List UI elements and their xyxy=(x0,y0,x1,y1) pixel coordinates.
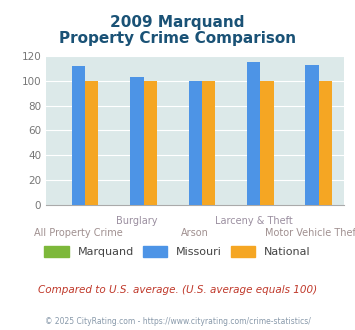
Text: Burglary: Burglary xyxy=(116,216,158,226)
Bar xyxy=(85,81,98,205)
Bar xyxy=(143,81,157,205)
Text: Property Crime Comparison: Property Crime Comparison xyxy=(59,31,296,46)
Text: Arson: Arson xyxy=(181,228,209,238)
Text: All Property Crime: All Property Crime xyxy=(34,228,123,238)
Bar xyxy=(189,81,202,205)
Bar xyxy=(247,62,261,205)
Bar xyxy=(72,66,85,205)
Text: Compared to U.S. average. (U.S. average equals 100): Compared to U.S. average. (U.S. average … xyxy=(38,285,317,295)
Legend: Marquand, Missouri, National: Marquand, Missouri, National xyxy=(40,242,315,261)
Text: Motor Vehicle Theft: Motor Vehicle Theft xyxy=(265,228,355,238)
Text: © 2025 CityRating.com - https://www.cityrating.com/crime-statistics/: © 2025 CityRating.com - https://www.city… xyxy=(45,317,310,326)
Text: 2009 Marquand: 2009 Marquand xyxy=(110,15,245,30)
Text: Larceny & Theft: Larceny & Theft xyxy=(215,216,293,226)
Bar xyxy=(305,65,319,205)
Bar xyxy=(130,77,143,205)
Bar xyxy=(202,81,215,205)
Bar xyxy=(261,81,274,205)
Bar xyxy=(319,81,332,205)
